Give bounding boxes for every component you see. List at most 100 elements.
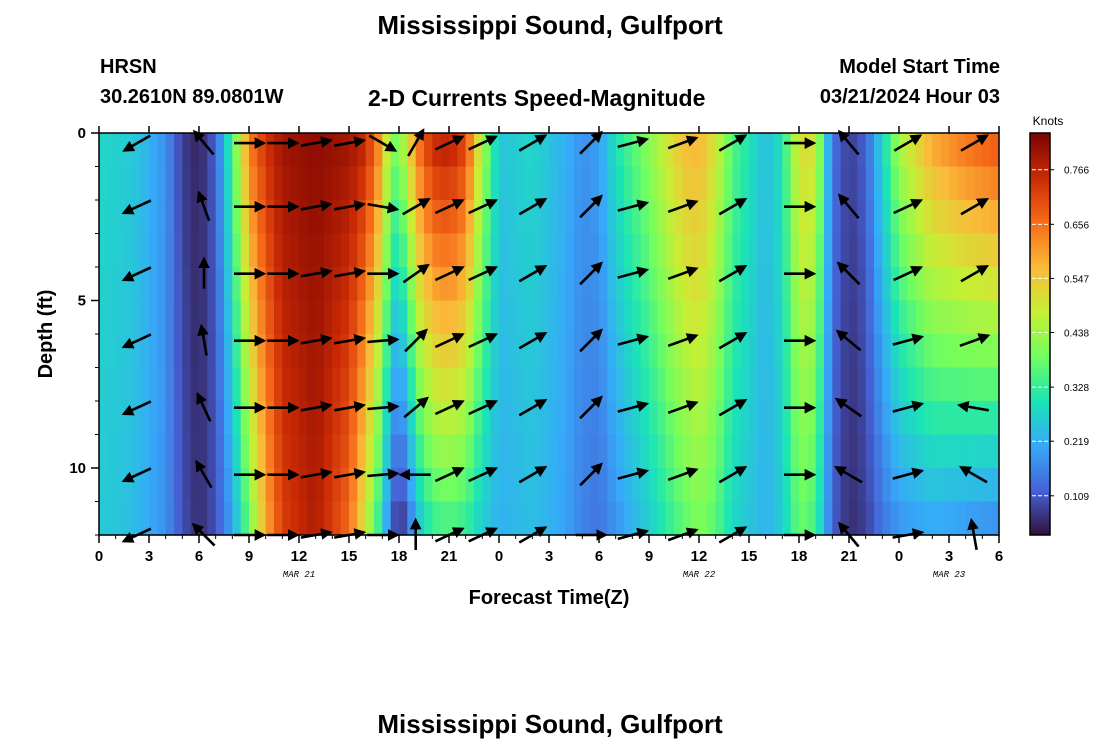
heatmap-cell bbox=[849, 334, 858, 369]
heatmap-cell bbox=[265, 468, 275, 503]
heatmap-cell bbox=[149, 267, 158, 302]
heatmap-cell bbox=[157, 434, 167, 469]
heatmap-cell bbox=[715, 434, 725, 469]
heatmap-cell bbox=[565, 267, 575, 302]
heatmap-cell bbox=[699, 166, 708, 201]
x-tick-label: 0 bbox=[495, 548, 503, 565]
heatmap-cell bbox=[132, 300, 142, 335]
heatmap-cell bbox=[415, 367, 425, 402]
heatmap-cell bbox=[182, 334, 192, 369]
heatmap-cell bbox=[649, 501, 658, 536]
heatmap-cell bbox=[299, 166, 308, 201]
heatmap-cell bbox=[874, 267, 883, 302]
heatmap-cell bbox=[174, 501, 183, 536]
heatmap-cell bbox=[782, 267, 792, 302]
heatmap-cell bbox=[249, 133, 258, 168]
heatmap-cell bbox=[949, 468, 958, 503]
heatmap-cell bbox=[424, 468, 433, 503]
heatmap-cell bbox=[357, 401, 367, 436]
heatmap-cell bbox=[807, 133, 817, 168]
heatmap-cell bbox=[507, 267, 517, 302]
heatmap-cell bbox=[965, 434, 975, 469]
heatmap-cell bbox=[949, 334, 958, 369]
heatmap-cell bbox=[682, 200, 692, 235]
heatmap-cell bbox=[549, 233, 558, 268]
heatmap-cell bbox=[115, 200, 125, 235]
heatmap-cell bbox=[365, 267, 375, 302]
heatmap-cell bbox=[857, 501, 867, 536]
heatmap-cell bbox=[332, 367, 342, 402]
heatmap-cell bbox=[532, 401, 542, 436]
heatmap-cell bbox=[515, 501, 525, 536]
heatmap-cell bbox=[99, 200, 108, 235]
heatmap-cell bbox=[865, 434, 875, 469]
heatmap-cell bbox=[407, 233, 417, 268]
heatmap-cell bbox=[157, 468, 167, 503]
heatmap-cell bbox=[890, 367, 900, 402]
heatmap-cell bbox=[932, 200, 942, 235]
heatmap-cell bbox=[374, 401, 383, 436]
heatmap-cell bbox=[774, 501, 783, 536]
heatmap-cell bbox=[107, 401, 117, 436]
heatmap-cell bbox=[274, 267, 283, 302]
heatmap-cell bbox=[840, 401, 850, 436]
current-vector bbox=[197, 323, 209, 356]
heatmap-cell bbox=[982, 401, 992, 436]
y-tick-label: 5 bbox=[78, 293, 86, 310]
heatmap-cell bbox=[657, 166, 667, 201]
heatmap-cell bbox=[940, 501, 950, 536]
current-vector bbox=[333, 266, 367, 279]
heatmap-cell bbox=[615, 166, 625, 201]
heatmap-cell bbox=[499, 367, 508, 402]
heatmap-cell bbox=[599, 267, 608, 302]
heatmap-cell bbox=[357, 334, 367, 369]
heatmap-cell bbox=[582, 501, 592, 536]
heatmap-cell bbox=[815, 334, 825, 369]
heatmap-cell bbox=[824, 468, 833, 503]
heatmap-cell bbox=[640, 367, 650, 402]
heatmap-cell bbox=[732, 300, 742, 335]
heatmap-cell bbox=[815, 300, 825, 335]
heatmap-cell bbox=[657, 233, 667, 268]
heatmap-cell bbox=[990, 434, 1000, 469]
heatmap-cell bbox=[557, 200, 567, 235]
heatmap-cell bbox=[782, 401, 792, 436]
heatmap-cell bbox=[874, 501, 883, 536]
heatmap-cell bbox=[890, 468, 900, 503]
current-vector bbox=[403, 396, 429, 419]
x-tick-label: 12 bbox=[691, 548, 708, 565]
heatmap-cell bbox=[374, 267, 383, 302]
heatmap-cell bbox=[732, 233, 742, 268]
heatmap-cell bbox=[215, 200, 225, 235]
heatmap-cell bbox=[874, 233, 883, 268]
heatmap-cell bbox=[749, 434, 758, 469]
heatmap-cell bbox=[607, 501, 617, 536]
heatmap-cell bbox=[807, 200, 817, 235]
heatmap-cell bbox=[157, 367, 167, 402]
heatmap-cell bbox=[224, 166, 233, 201]
heatmap-cell bbox=[640, 133, 650, 168]
heatmap-cell bbox=[965, 267, 975, 302]
heatmap-cell bbox=[682, 367, 692, 402]
heatmap-cell bbox=[824, 267, 833, 302]
heatmap-cell bbox=[857, 200, 867, 235]
heatmap-cell bbox=[815, 401, 825, 436]
heatmap-cell bbox=[624, 300, 633, 335]
heatmap-cell bbox=[790, 200, 800, 235]
heatmap-cell bbox=[749, 334, 758, 369]
heatmap-cell bbox=[340, 300, 350, 335]
heatmap-cell bbox=[740, 166, 750, 201]
heatmap-cell bbox=[449, 300, 458, 335]
heatmap-cell bbox=[907, 367, 917, 402]
heatmap-cell bbox=[599, 434, 608, 469]
heatmap-cell bbox=[524, 166, 533, 201]
heatmap-cell bbox=[290, 133, 300, 168]
heatmap-cell bbox=[299, 300, 308, 335]
heatmap-cell bbox=[674, 133, 683, 168]
heatmap-cell bbox=[274, 367, 283, 402]
heatmap-cell bbox=[707, 468, 717, 503]
heatmap-cell bbox=[632, 133, 642, 168]
heatmap-cell bbox=[365, 468, 375, 503]
heatmap-cell bbox=[749, 300, 758, 335]
heatmap-cell bbox=[190, 267, 200, 302]
